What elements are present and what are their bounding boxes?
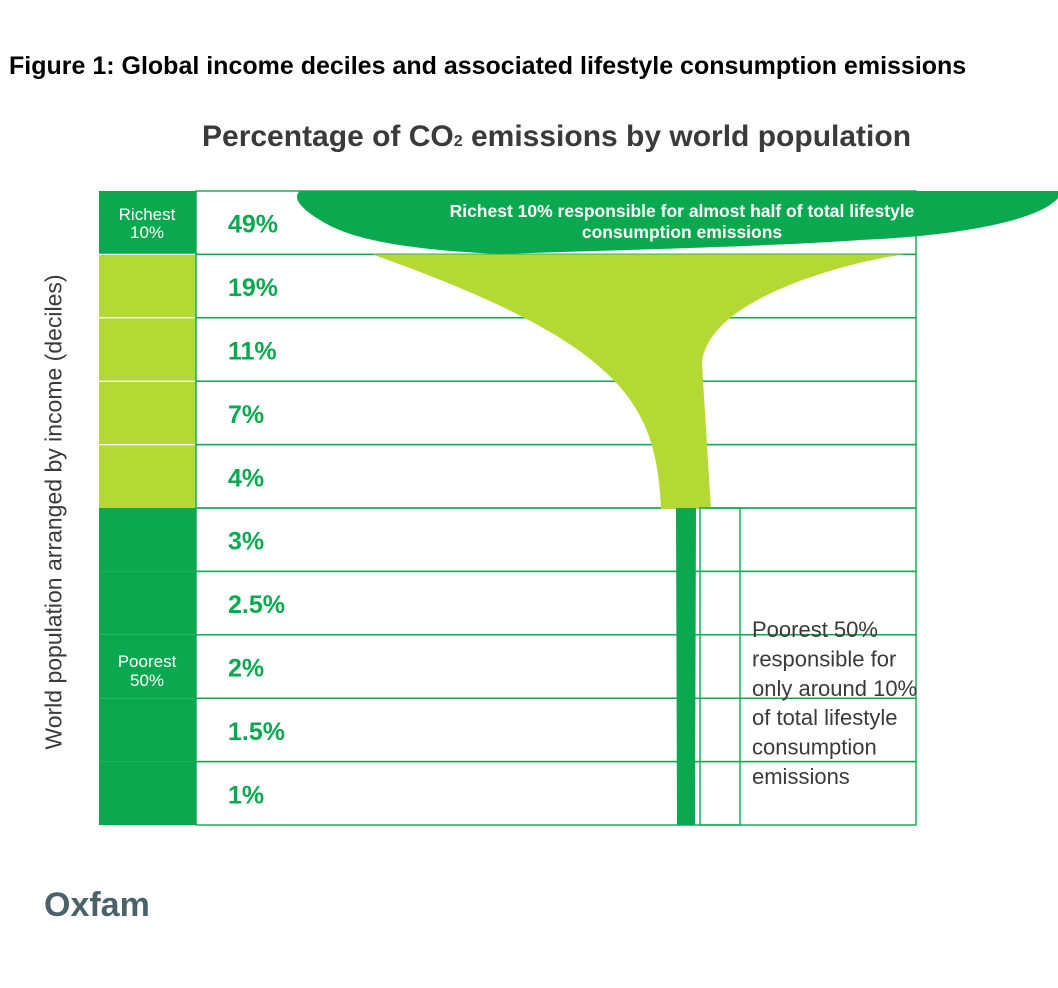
- richest-10-funnel: [296, 191, 1058, 254]
- poorest-bracket: [699, 507, 741, 826]
- decile-color-cell: [99, 761, 196, 825]
- decile-row: [195, 380, 917, 446]
- decile-color-cell: [99, 571, 196, 635]
- value-label: 11%: [228, 338, 277, 366]
- source-label: Oxfam: [44, 886, 150, 924]
- chart-title-subscript: 2: [453, 133, 463, 150]
- poorest-50-stem: [676, 508, 696, 825]
- value-label: 3%: [228, 528, 264, 556]
- decile-color-cell: [99, 698, 196, 762]
- value-label: 4%: [228, 464, 264, 492]
- value-label: 19%: [228, 274, 278, 302]
- annotation-richest: Richest 10% responsible for almost half …: [450, 201, 915, 242]
- decile-row: [195, 443, 917, 509]
- decile-color-cell: [99, 317, 196, 382]
- decile-color-cell: [99, 508, 196, 572]
- decile-color-cell: [99, 444, 196, 508]
- value-label: 49%: [228, 211, 278, 239]
- decile-rows: [99, 190, 917, 826]
- annotation-poorest: Poorest 50% responsible for only around 10…: [752, 617, 917, 789]
- chart-title-rest: emissions by world population: [462, 120, 912, 153]
- decile-color-cell: [99, 381, 196, 445]
- decile-color-cell: [99, 254, 196, 318]
- emissions-funnel: [296, 191, 1058, 826]
- value-label: 2.5%: [228, 591, 285, 619]
- value-label: 1.5%: [228, 718, 285, 746]
- decile-row: [195, 760, 917, 826]
- chart-title-main: Percentage of CO: [202, 120, 454, 153]
- value-label: 2%: [228, 655, 264, 683]
- group-label-richest: Richest 10%: [119, 205, 176, 242]
- figure-title: Figure 1: Global income deciles and asso…: [9, 52, 967, 80]
- decile-color-cell: [99, 634, 196, 699]
- richest-40-funnel: [372, 254, 906, 509]
- chart-title: Percentage of CO2 emissions by world pop…: [202, 120, 911, 154]
- decile-row: [195, 507, 917, 573]
- value-label: 7%: [228, 401, 264, 429]
- decile-color-cell: [99, 191, 196, 255]
- value-label: 1%: [228, 781, 264, 809]
- group-label-poorest: Poorest 50%: [118, 652, 177, 690]
- chart-text: 49% 19% 11% 7% 4% 3% 2.5% 2% 1.5% 1% Richest 10% Poo…: [118, 201, 917, 809]
